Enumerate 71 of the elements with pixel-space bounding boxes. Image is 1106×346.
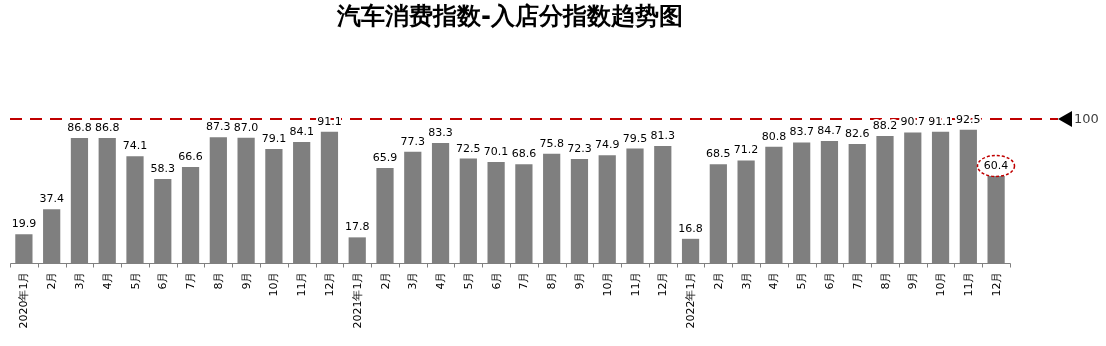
x-tick-label: 3月 xyxy=(72,271,86,290)
x-tick-label: 11月 xyxy=(961,271,975,297)
x-tick-label: 8月 xyxy=(878,271,892,290)
x-tick-label: 11月 xyxy=(295,271,309,297)
data-label: 75.8 xyxy=(539,136,564,150)
data-label: 83.3 xyxy=(428,126,453,140)
x-tick-label: 7月 xyxy=(517,271,531,290)
x-tick-label: 2021年1月 xyxy=(350,271,364,329)
ref-line-label: 100 xyxy=(1074,111,1099,126)
data-label: 82.6 xyxy=(844,127,870,141)
x-tick-label: 9月 xyxy=(906,271,920,290)
data-label: 86.8 xyxy=(94,121,120,135)
data-label: 86.8 xyxy=(67,121,92,135)
x-tick-label: 12月 xyxy=(656,271,670,297)
data-label: 84.7 xyxy=(817,124,842,138)
data-label: 87.3 xyxy=(206,120,231,134)
data-label: 65.9 xyxy=(372,151,398,165)
data-label: 58.3 xyxy=(150,162,176,176)
chart-title: 汽车消费指数-入店分指数趋势图 xyxy=(336,2,683,30)
data-label: 66.6 xyxy=(178,150,203,164)
x-tick-label: 6月 xyxy=(156,271,170,290)
x-tick-label: 2月 xyxy=(378,271,392,290)
x-tick-label: 7月 xyxy=(850,271,864,290)
x-tick-label: 4月 xyxy=(100,271,114,290)
data-label: 81.3 xyxy=(650,128,676,142)
x-tick-label: 4月 xyxy=(434,271,448,290)
data-label: 74.1 xyxy=(122,139,148,153)
data-label: 87.0 xyxy=(233,120,259,134)
x-tick-label: 3月 xyxy=(406,271,420,290)
data-label: 74.9 xyxy=(594,138,620,152)
data-label: 60.4 xyxy=(983,159,1009,173)
x-tick-label: 2月 xyxy=(711,271,725,290)
data-label: 70.1 xyxy=(483,145,509,159)
x-tick-label: 10月 xyxy=(934,271,948,297)
x-tick-label: 2月 xyxy=(45,271,59,290)
data-label: 77.3 xyxy=(400,134,426,148)
data-label: 17.8 xyxy=(344,220,370,234)
x-tick-label: 9月 xyxy=(239,271,253,290)
data-label: 79.5 xyxy=(622,131,648,145)
data-label: 19.9 xyxy=(11,217,37,231)
x-tick-label: 7月 xyxy=(184,271,198,290)
data-label: 79.1 xyxy=(261,132,287,146)
data-label: 68.5 xyxy=(706,147,731,161)
x-tick-label: 12月 xyxy=(322,271,336,297)
data-label: 90.7 xyxy=(900,115,926,129)
data-label: 80.8 xyxy=(761,129,787,143)
data-label: 68.6 xyxy=(511,147,537,161)
x-tick-label: 5月 xyxy=(795,271,809,290)
data-label: 16.8 xyxy=(678,221,703,235)
x-tick-label: 3月 xyxy=(739,271,753,290)
x-tick-label: 5月 xyxy=(461,271,475,290)
x-tick-label: 10月 xyxy=(600,271,614,297)
data-label: 72.3 xyxy=(567,141,592,155)
x-tick-label: 6月 xyxy=(822,271,836,290)
x-tick-label: 4月 xyxy=(767,271,781,290)
x-tick-label: 10月 xyxy=(267,271,281,297)
x-tick-label: 2022年1月 xyxy=(684,271,698,329)
x-tick-label: 11月 xyxy=(628,271,642,297)
data-label: 88.2 xyxy=(872,118,898,132)
data-label: 37.4 xyxy=(39,192,64,206)
x-tick-label: 6月 xyxy=(489,271,503,290)
x-tick-label: 12月 xyxy=(989,271,1003,297)
data-label: 72.5 xyxy=(456,141,481,155)
x-tick-label: 2020年1月 xyxy=(17,271,31,329)
x-tick-label: 9月 xyxy=(572,271,586,290)
x-tick-label: 8月 xyxy=(545,271,559,290)
data-label: 84.1 xyxy=(289,124,314,138)
data-label: 83.7 xyxy=(789,125,814,139)
data-label: 71.2 xyxy=(733,143,759,157)
x-tick-label: 8月 xyxy=(211,271,225,290)
x-tick-label: 5月 xyxy=(128,271,142,290)
